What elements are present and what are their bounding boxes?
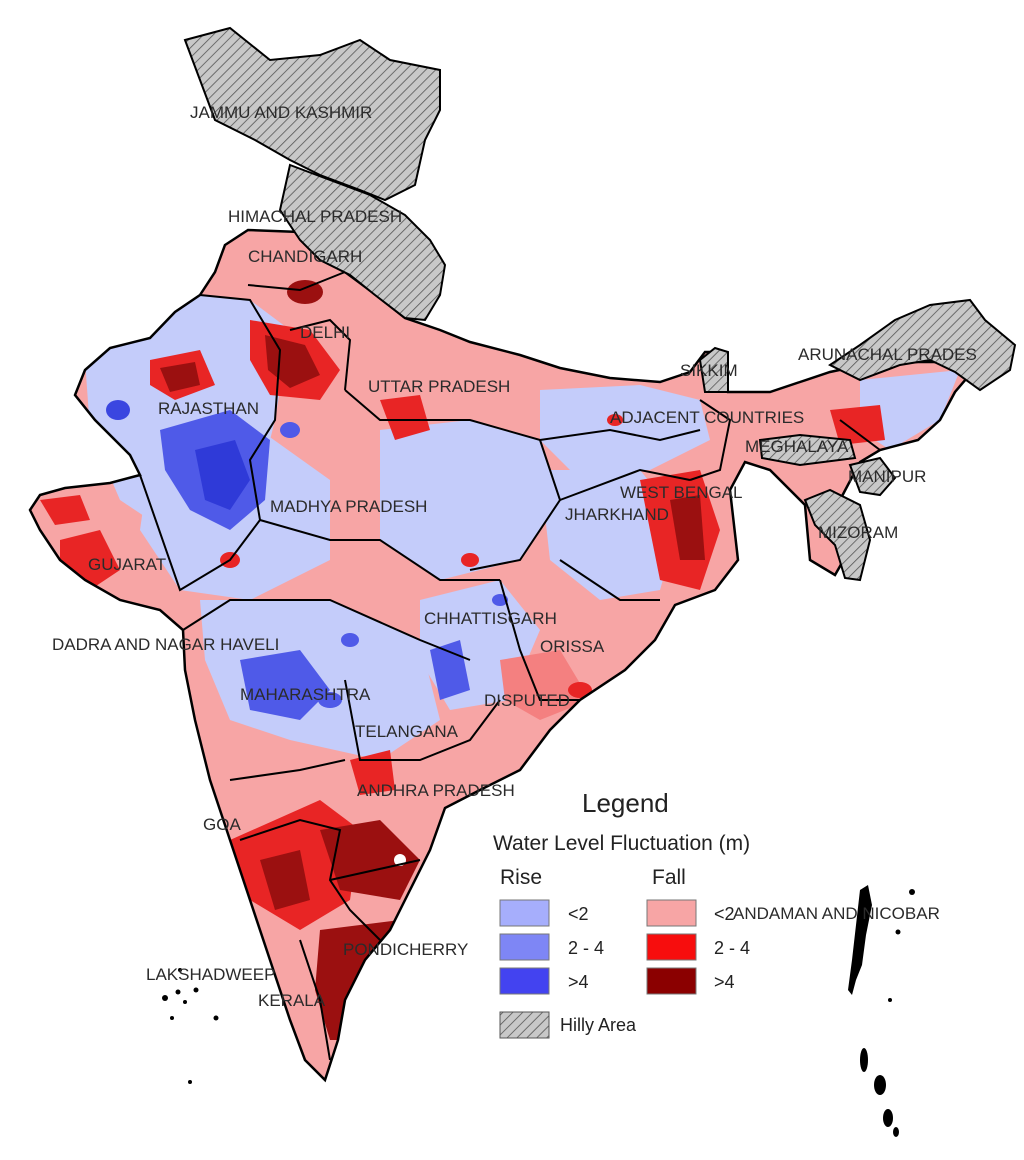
state-borders bbox=[139, 271, 881, 1061]
legend-rise-label: >4 bbox=[568, 972, 589, 992]
state-label: DADRA AND NAGAR HAVELI bbox=[52, 635, 279, 654]
legend-rise-swatch-large bbox=[499, 967, 550, 995]
state-label: ADJACENT COUNTRIES bbox=[610, 408, 804, 427]
islands bbox=[162, 885, 915, 1137]
legend-hilly-label: Hilly Area bbox=[560, 1015, 637, 1035]
state-label: DISPUTED bbox=[484, 691, 570, 710]
state-label: KERALA bbox=[258, 991, 326, 1010]
legend-rise-label: <2 bbox=[568, 904, 589, 924]
legend-rise-swatch-medium bbox=[499, 933, 550, 961]
legend-hilly-swatch bbox=[499, 1011, 550, 1039]
legend-fall-swatch-large bbox=[646, 967, 697, 995]
state-label: MANIPUR bbox=[848, 467, 926, 486]
state-label: DELHI bbox=[300, 323, 350, 342]
state-label: GOA bbox=[203, 815, 241, 834]
state-label: TELANGANA bbox=[355, 722, 459, 741]
state-label: SIKKIM bbox=[680, 361, 738, 380]
legend-fall-swatch-medium bbox=[646, 933, 697, 961]
legend-rise-label: 2 - 4 bbox=[568, 938, 604, 958]
legend-fall-label: <2 bbox=[714, 904, 735, 924]
state-label: HIMACHAL PRADESH bbox=[228, 207, 402, 226]
hilly-areas bbox=[183, 26, 1017, 582]
state-labels: JAMMU AND KASHMIR HIMACHAL PRADESH CHAND… bbox=[52, 103, 977, 1010]
state-label: ANDHRA PRADESH bbox=[357, 781, 515, 800]
state-label: MEGHALAYA bbox=[745, 437, 849, 456]
state-label: ORISSA bbox=[540, 637, 605, 656]
state-label: MAHARASHTRA bbox=[240, 685, 371, 704]
state-label: MIZORAM bbox=[818, 523, 898, 542]
legend-fall-header: Fall bbox=[652, 866, 686, 889]
state-label: UTTAR PRADESH bbox=[368, 377, 510, 396]
state-label: ANDAMAN AND NICOBAR bbox=[733, 904, 940, 923]
state-label: MADHYA PRADESH bbox=[270, 497, 427, 516]
legend: Legend Water Level Fluctuation (m) Rise … bbox=[493, 788, 750, 1039]
legend-rise-swatch-small bbox=[499, 899, 550, 927]
state-label: RAJASTHAN bbox=[158, 399, 259, 418]
legend-title: Legend bbox=[582, 788, 669, 818]
legend-fall-label: >4 bbox=[714, 972, 735, 992]
state-label: CHANDIGARH bbox=[248, 247, 362, 266]
state-label: PONDICHERRY bbox=[343, 940, 468, 959]
legend-rise-header: Rise bbox=[500, 866, 542, 889]
legend-fall-swatch-small bbox=[646, 899, 697, 927]
state-label: WEST BENGAL bbox=[620, 483, 743, 502]
state-label: LAKSHADWEEP bbox=[146, 965, 275, 984]
legend-subtitle: Water Level Fluctuation (m) bbox=[493, 832, 750, 855]
state-label: JHARKHAND bbox=[565, 505, 669, 524]
state-label: ARUNACHAL PRADES bbox=[798, 345, 977, 364]
state-label: JAMMU AND KASHMIR bbox=[190, 103, 372, 122]
state-label: CHHATTISGARH bbox=[424, 609, 557, 628]
legend-fall-label: 2 - 4 bbox=[714, 938, 750, 958]
state-label: GUJARAT bbox=[88, 555, 166, 574]
